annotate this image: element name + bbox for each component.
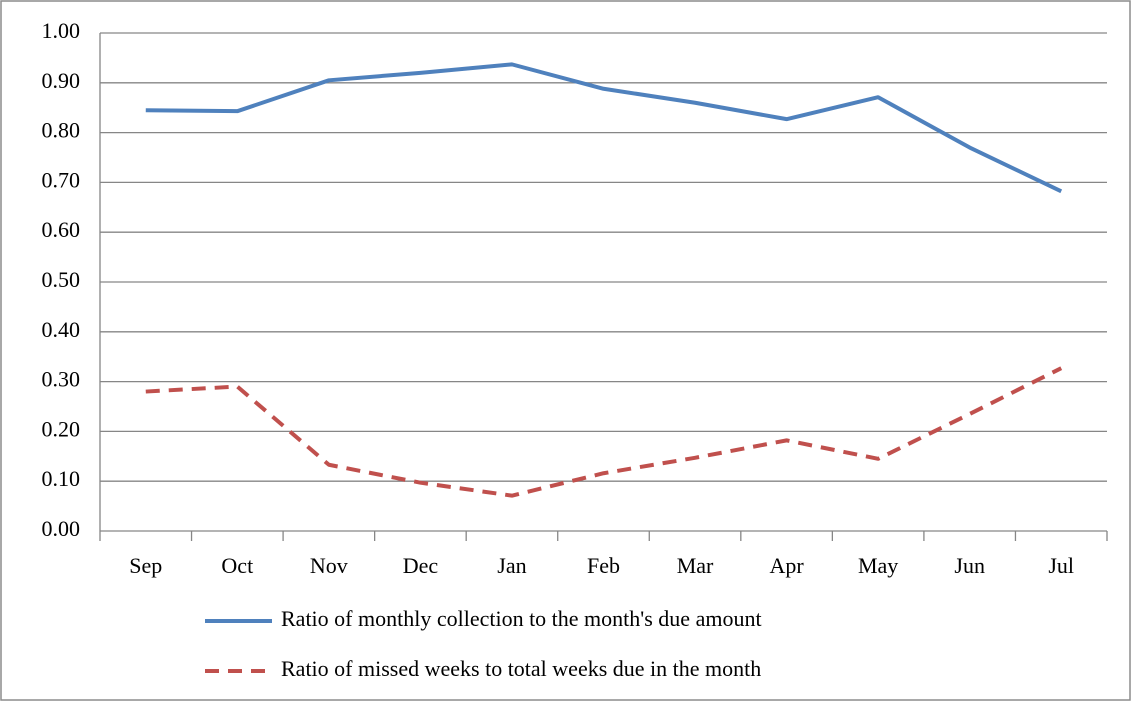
- legend-label: Ratio of monthly collection to the month…: [281, 606, 762, 631]
- y-tick-label: 0.10: [42, 466, 81, 491]
- x-tick-label: Oct: [221, 553, 253, 578]
- x-tick-label: Nov: [310, 553, 348, 578]
- y-tick-label: 0.80: [42, 118, 81, 143]
- x-tick-label: Jul: [1048, 553, 1074, 578]
- y-tick-label: 0.70: [42, 167, 81, 192]
- y-tick-label: 0.40: [42, 317, 81, 342]
- y-tick-label: 0.60: [42, 217, 81, 242]
- x-tick-label: Jun: [954, 553, 985, 578]
- legend-label: Ratio of missed weeks to total weeks due…: [281, 656, 761, 681]
- x-tick-label: Jan: [497, 553, 526, 578]
- series-line: [145, 366, 1063, 498]
- x-tick-label: Mar: [677, 553, 714, 578]
- y-tick-label: 0.50: [42, 267, 81, 292]
- series-line: [145, 62, 1063, 194]
- y-tick-label: 1.00: [42, 18, 81, 43]
- y-tick-label: 0.90: [42, 68, 81, 93]
- x-tick-label: May: [858, 553, 898, 578]
- y-tick-label: 0.30: [42, 367, 81, 392]
- x-tick-label: Apr: [769, 553, 804, 578]
- x-tick-label: Feb: [587, 553, 620, 578]
- x-tick-label: Dec: [403, 553, 439, 578]
- y-tick-label: 0.00: [42, 516, 81, 541]
- y-tick-label: 0.20: [42, 416, 81, 441]
- x-tick-label: Sep: [129, 553, 162, 578]
